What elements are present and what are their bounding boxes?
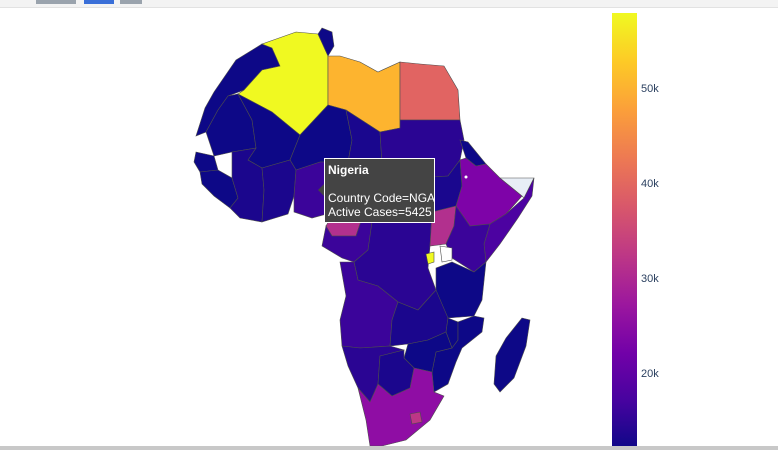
browser-top-strip xyxy=(0,0,778,8)
toolbar-fragment xyxy=(120,0,142,4)
colorbar-tick-label: 30k xyxy=(641,273,659,285)
tooltip-active-cases: Active Cases=5425 xyxy=(328,205,432,219)
tooltip-country-name: Nigeria xyxy=(328,163,369,177)
map-marker xyxy=(464,175,468,179)
tooltip-arrow xyxy=(318,184,324,196)
colorbar-gradient xyxy=(612,13,637,450)
country-RWA[interactable] xyxy=(425,251,435,265)
country-MDG[interactable] xyxy=(493,317,531,393)
horizontal-scrollbar[interactable] xyxy=(0,446,778,450)
country-TUN[interactable] xyxy=(317,27,335,57)
tooltip-country-code: Country Code=NGA xyxy=(328,191,436,205)
toolbar-fragment xyxy=(84,0,114,4)
country-EGY[interactable] xyxy=(399,61,461,121)
toolbar-fragment xyxy=(36,0,76,4)
lake-victoria xyxy=(439,245,453,263)
country-LSO[interactable] xyxy=(409,411,423,425)
colorbar-tick-label: 50k xyxy=(641,83,659,95)
country-GHA[interactable] xyxy=(261,159,297,223)
colorbar-tick-label: 20k xyxy=(641,368,659,380)
colorbar-tick-label: 40k xyxy=(641,178,659,190)
hover-tooltip: Nigeria Country Code=NGA Active Cases=54… xyxy=(324,158,435,223)
